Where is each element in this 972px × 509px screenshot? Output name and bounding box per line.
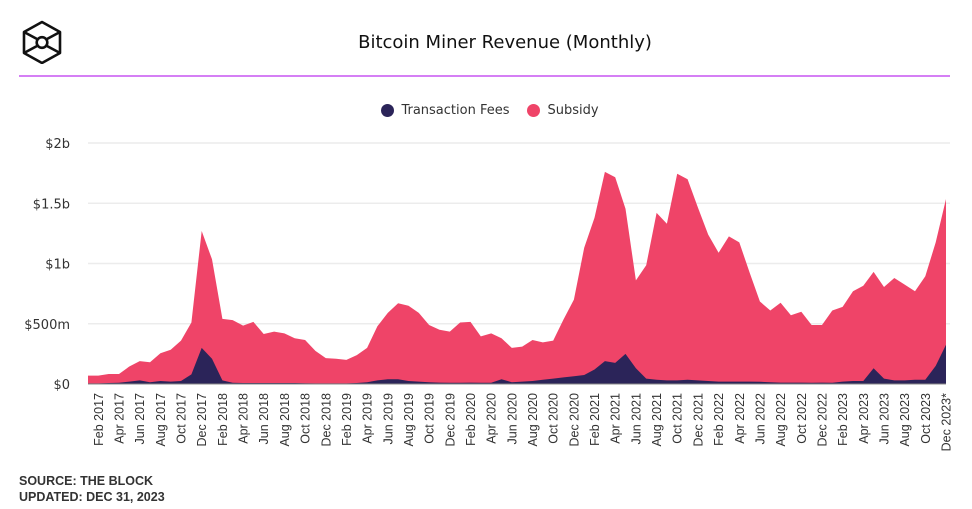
legend-swatch-fees xyxy=(381,104,395,117)
y-tick-label: $2b xyxy=(45,137,70,152)
x-tick-label: Feb 2019 xyxy=(340,393,354,446)
revenue-chart: $0 $500m $1b $1.5b $2b Feb 2017 Apr 2017 Jun 20… xyxy=(24,137,954,452)
x-tick-label: Aug 2018 xyxy=(278,393,292,447)
legend-label-subsidy: Subsidy xyxy=(547,103,599,118)
x-tick-label: Jun 2021 xyxy=(629,393,643,444)
x-tick-label: Apr 2017 xyxy=(113,393,127,444)
x-tick-label: Jun 2020 xyxy=(505,393,519,444)
y-tick-label: $1b xyxy=(45,258,70,273)
the-block-logo xyxy=(22,20,62,64)
x-tick-label: Dec 2018 xyxy=(319,393,333,447)
y-tick-label: $500m xyxy=(24,318,70,333)
legend-label-fees: Transaction Fees xyxy=(401,103,510,118)
y-tick-label: $1.5b xyxy=(33,197,70,212)
x-tick-label: Dec 2020 xyxy=(567,393,581,447)
x-tick-label: Feb 2018 xyxy=(216,393,230,446)
x-tick-label: Aug 2020 xyxy=(526,393,540,447)
x-tick-label: Oct 2020 xyxy=(547,393,561,444)
x-tick-label: Jun 2018 xyxy=(257,393,271,444)
x-tick-label: Feb 2022 xyxy=(712,393,726,446)
x-tick-label: Dec 2017 xyxy=(195,393,209,447)
x-tick-label: Jun 2022 xyxy=(753,393,767,444)
x-tick-label: Apr 2023 xyxy=(857,393,871,444)
x-tick-label: Aug 2019 xyxy=(402,393,416,447)
source-note: SOURCE: THE BLOCK xyxy=(19,474,154,488)
chart-title: Bitcoin Miner Revenue (Monthly) xyxy=(358,32,652,53)
updated-note: UPDATED: DEC 31, 2023 xyxy=(19,490,165,504)
x-tick-label: Dec 2023* xyxy=(940,393,954,452)
x-tick-label: Oct 2018 xyxy=(299,393,313,444)
legend-item-subsidy[interactable]: Subsidy xyxy=(527,103,599,118)
x-tick-label: Apr 2018 xyxy=(237,393,251,444)
x-tick-label: Oct 2017 xyxy=(175,393,189,444)
x-tick-label: Aug 2021 xyxy=(650,393,664,447)
footer: SOURCE: THE BLOCK UPDATED: DEC 31, 2023 xyxy=(19,473,165,505)
legend-item-fees[interactable]: Transaction Fees xyxy=(381,103,509,118)
x-tick-label: Jun 2023 xyxy=(877,393,891,444)
x-tick-label: Aug 2022 xyxy=(774,393,788,447)
x-tick-label: Feb 2021 xyxy=(588,393,602,446)
x-tick-label: Apr 2019 xyxy=(361,393,375,444)
x-tick-label: Aug 2017 xyxy=(154,393,168,447)
x-tick-label: Jun 2017 xyxy=(133,393,147,444)
x-tick-label: Dec 2021 xyxy=(691,393,705,447)
y-tick-label: $0 xyxy=(53,378,70,393)
x-tick-label: Jun 2019 xyxy=(381,393,395,444)
x-tick-label: Apr 2020 xyxy=(485,393,499,444)
x-tick-label: Aug 2023 xyxy=(898,393,912,447)
header-divider xyxy=(19,75,950,77)
x-tick-label: Apr 2022 xyxy=(733,393,747,444)
x-tick-label: Oct 2021 xyxy=(671,393,685,444)
x-tick-label: Oct 2019 xyxy=(423,393,437,444)
x-tick-label: Dec 2019 xyxy=(443,393,457,447)
subsidy-area xyxy=(88,171,946,384)
x-tick-label: Feb 2017 xyxy=(92,393,106,446)
x-tick-label: Feb 2023 xyxy=(836,393,850,446)
x-tick-label: Oct 2022 xyxy=(795,393,809,444)
legend: Transaction Fees Subsidy xyxy=(0,103,972,118)
x-tick-label: Apr 2021 xyxy=(609,393,623,444)
x-tick-label: Oct 2023 xyxy=(919,393,933,444)
x-tick-label: Feb 2020 xyxy=(464,393,478,446)
legend-swatch-subsidy xyxy=(527,104,541,117)
x-tick-label: Dec 2022 xyxy=(815,393,829,447)
